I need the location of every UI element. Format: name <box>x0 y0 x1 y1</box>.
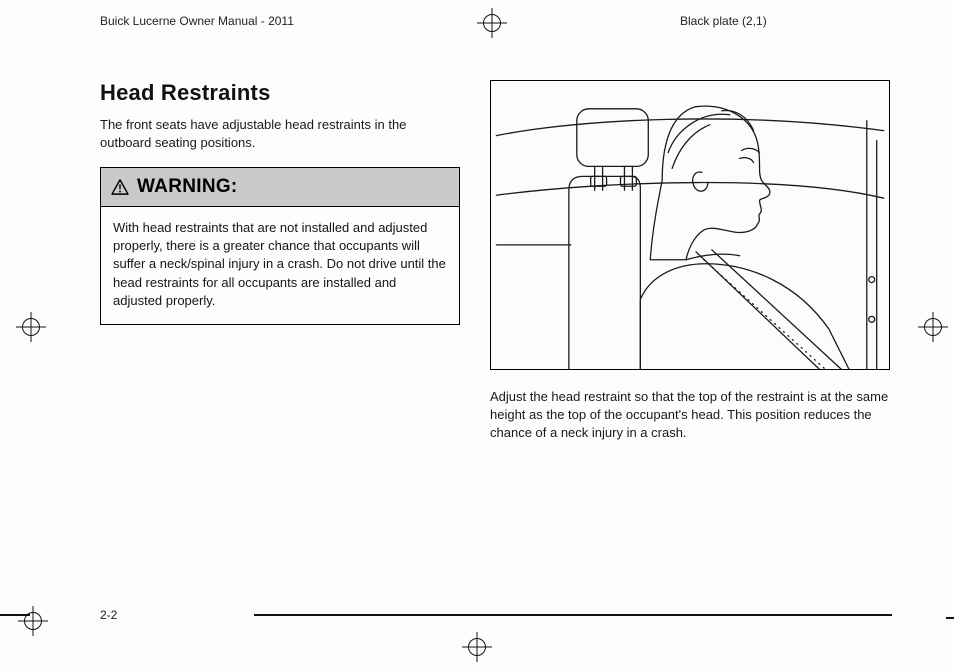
right-column: Adjust the head restraint so that the to… <box>490 80 890 608</box>
head-restraint-illustration <box>490 80 890 370</box>
page-number: 2-2 <box>100 608 117 622</box>
footer-rule-left-stub <box>0 614 30 616</box>
section-heading: Head Restraints <box>100 80 460 106</box>
warning-body-text: With head restraints that are not instal… <box>101 207 459 324</box>
right-edge-tick <box>946 617 954 619</box>
plate-label: Black plate (2,1) <box>680 14 767 28</box>
warning-label: WARNING: <box>137 176 238 198</box>
page-footer: 2-2 <box>100 606 892 622</box>
warning-triangle-icon <box>111 179 129 195</box>
manual-title: Buick Lucerne Owner Manual - 2011 <box>100 14 294 28</box>
footer-rule <box>254 614 892 616</box>
manual-page: Buick Lucerne Owner Manual - 2011 Black … <box>0 0 954 668</box>
top-registration-mark <box>477 8 507 43</box>
bottom-center-registration-mark <box>462 632 492 662</box>
figure-caption: Adjust the head restraint so that the to… <box>490 388 890 442</box>
left-column: Head Restraints The front seats have adj… <box>100 80 460 608</box>
warning-header: WARNING: <box>101 168 459 207</box>
page-header: Buick Lucerne Owner Manual - 2011 Black … <box>0 14 954 38</box>
content-area: Head Restraints The front seats have adj… <box>100 80 892 608</box>
warning-box: WARNING: With head restraints that are n… <box>100 167 460 325</box>
right-registration-mark <box>918 312 948 342</box>
left-registration-mark <box>16 312 46 342</box>
bottom-left-registration-mark <box>18 606 48 636</box>
intro-paragraph: The front seats have adjustable head res… <box>100 116 460 151</box>
